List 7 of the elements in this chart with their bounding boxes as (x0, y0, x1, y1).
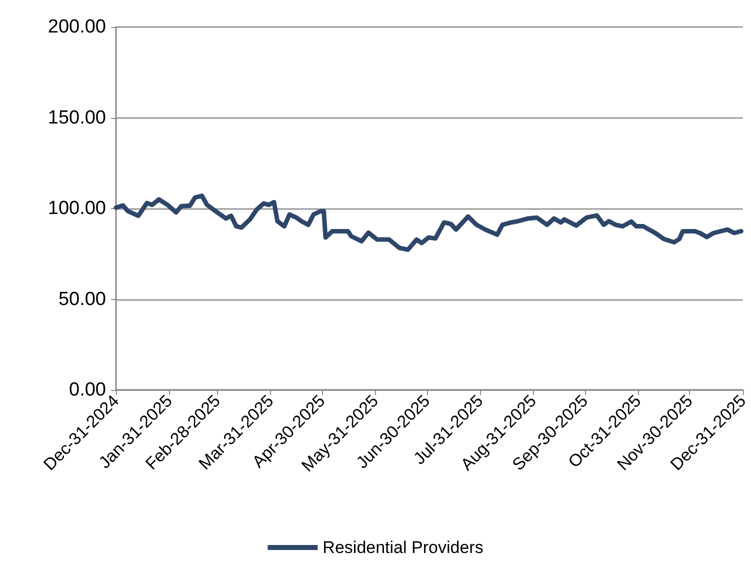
y-tick-label: 50.00 (58, 288, 106, 310)
y-tick-label: 200.00 (48, 16, 106, 38)
y-tick-label: 0.00 (69, 380, 106, 400)
y-tick-label: 150.00 (48, 107, 106, 128)
y-tick-label: 100.00 (48, 198, 106, 219)
legend-label: Residential Providers (322, 538, 484, 557)
line-series (114, 194, 744, 252)
